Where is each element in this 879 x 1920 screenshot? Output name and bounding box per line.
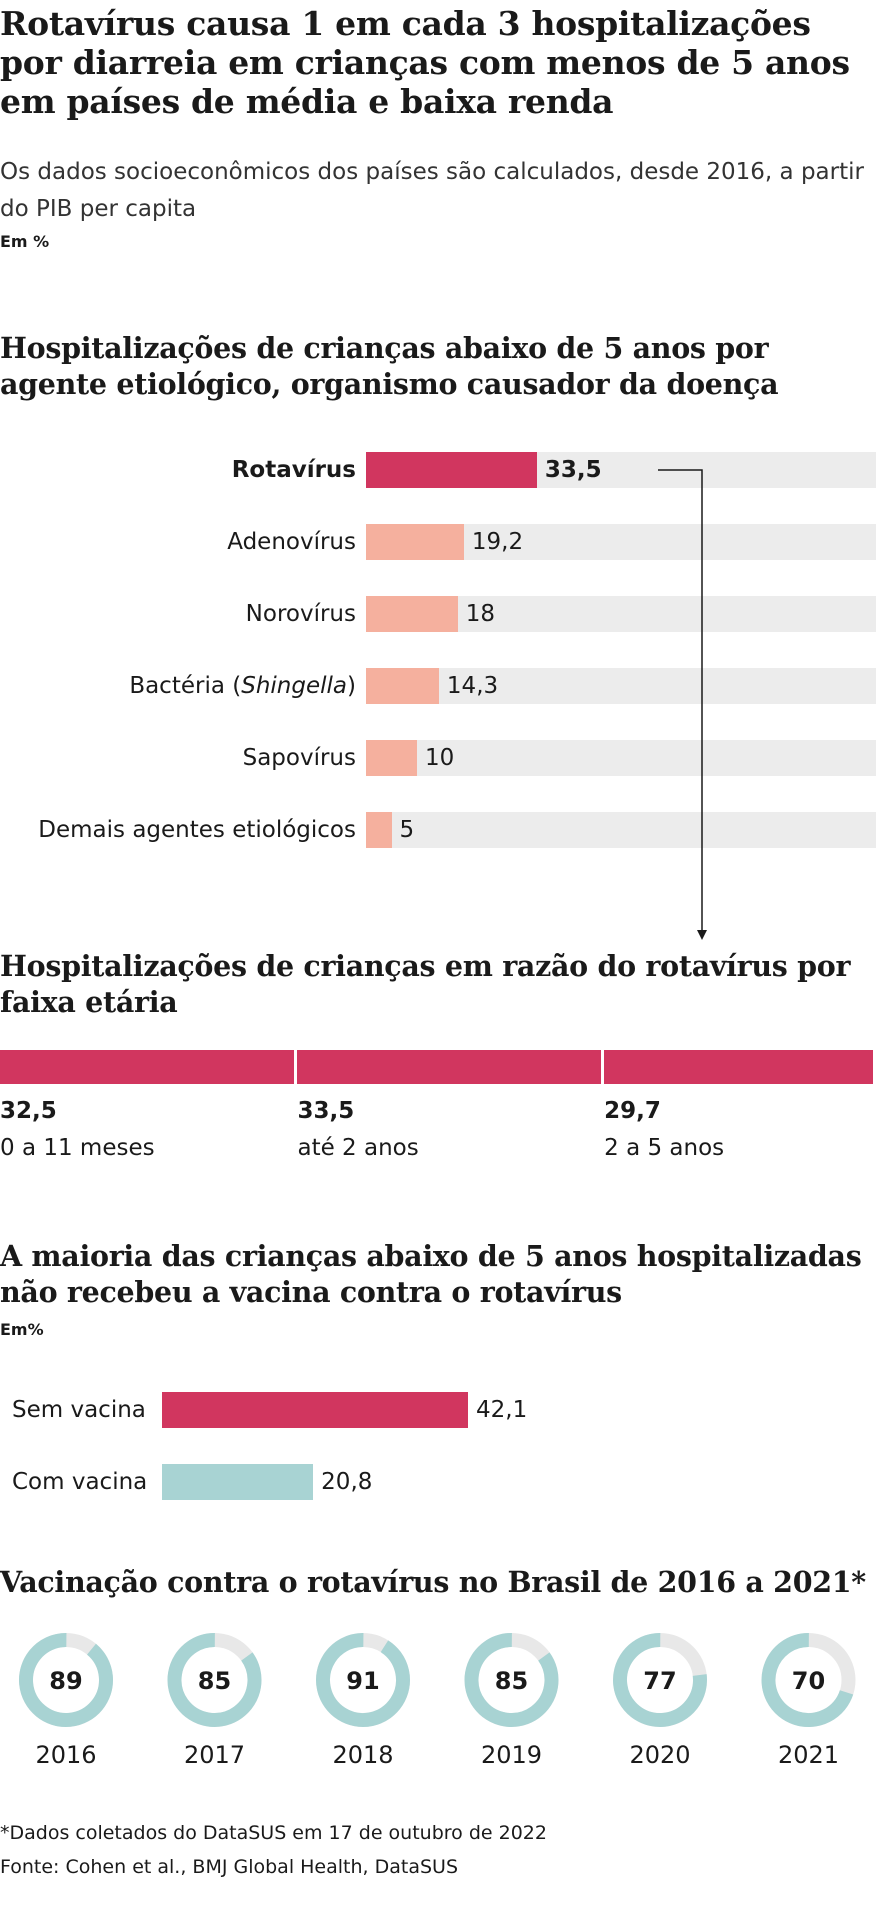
bar-label-text: Norovírus: [245, 601, 356, 627]
bar: [366, 740, 417, 776]
age-bar-segment: [604, 1050, 873, 1084]
bar-label: Demais agentes etiológicos: [38, 812, 356, 848]
vaccine-label: Sem vacina: [12, 1397, 146, 1423]
bar: [366, 452, 537, 488]
bar-track: [366, 740, 876, 776]
bar-label: Adenovírus: [227, 524, 356, 560]
donut-arc: [761, 1633, 856, 1727]
donut-year: 2016: [35, 1741, 96, 1769]
vaccine-chart-title: A maioria das crianças abaixo de 5 anos …: [0, 1239, 862, 1309]
agents-chart-title: Hospitalizações de crianças abaixo de 5 …: [0, 331, 779, 401]
donut-year: 2018: [332, 1741, 393, 1769]
vaccine-unit-label: Em%: [0, 1320, 44, 1339]
donut-year: 2019: [481, 1741, 542, 1769]
bar-label-tail: ): [347, 673, 356, 699]
bar-label: Norovírus: [246, 596, 356, 632]
bar-label-text: Sapovírus: [242, 745, 356, 771]
bar: [366, 596, 458, 632]
vaccine-value: 20,8: [321, 1469, 373, 1495]
bar-value: 14,3: [446, 673, 499, 699]
donut-arc: [167, 1633, 262, 1727]
age-label: até 2 anos: [297, 1135, 419, 1161]
donut-arc: [316, 1633, 410, 1727]
age-chart-title: Hospitalizações de crianças em razão do …: [0, 949, 851, 1019]
unit-label: Em %: [0, 232, 50, 251]
vaccine-bar: [162, 1464, 314, 1500]
age-label: 0 a 11 meses: [0, 1135, 155, 1161]
bar-track: [366, 812, 876, 848]
main-title: Rotavírus causa 1 em cada 3 hospitalizaç…: [0, 4, 850, 121]
donut-value: 70: [792, 1667, 825, 1695]
subtitle: Os dados socioeconômicos dos países são …: [0, 159, 864, 222]
bar-track: [366, 668, 876, 704]
age-value: 33,5: [297, 1098, 355, 1124]
donut-year: 2020: [629, 1741, 690, 1769]
bar: [366, 668, 439, 704]
age-label: 2 a 5 anos: [604, 1135, 725, 1161]
bar-label: Rotavírus: [232, 452, 356, 488]
donut-arc: [464, 1633, 559, 1727]
vaccine-value: 42,1: [476, 1397, 528, 1423]
bar-label-italic: Shingella: [241, 673, 348, 699]
age-bar-segment: [297, 1050, 602, 1084]
bar-label: Sapovírus: [243, 740, 356, 776]
bar-label-text: Adenovírus: [227, 529, 356, 555]
donut-value: 85: [495, 1667, 528, 1695]
donut-value: 89: [49, 1667, 82, 1695]
donut-value: 77: [643, 1667, 676, 1695]
donut-value: 85: [198, 1667, 231, 1695]
vaccination-donuts: 89 2016 85 2017 91 2018 85 2019 77 2020 70 2021: [19, 1633, 856, 1769]
age-value: 29,7: [604, 1098, 661, 1124]
bar-value: 10: [425, 745, 455, 771]
bar-label: Bactéria (Shingella): [129, 668, 356, 704]
bar-value: 5: [399, 817, 415, 843]
age-value: 32,5: [0, 1098, 57, 1124]
age-bar-segment: [0, 1050, 295, 1084]
bar-label-text: Bactéria (: [129, 673, 242, 699]
bar-label-text: Demais agentes etiológicos: [38, 817, 356, 843]
brazil-vaccination-title: Vacinação contra o rotavírus no Brasil d…: [0, 1565, 866, 1599]
donut-value: 91: [346, 1667, 379, 1695]
bar-value: 33,5: [544, 457, 602, 483]
donut-year: 2021: [778, 1741, 839, 1769]
bar-value: 19,2: [471, 529, 524, 555]
vaccine-label: Com vacina: [12, 1469, 148, 1495]
bar: [366, 524, 464, 560]
donut-arc: [613, 1633, 707, 1727]
bar: [366, 812, 392, 848]
footnote: *Dados coletados do DataSUS em 17 de out…: [0, 1822, 547, 1844]
donut-year: 2017: [184, 1741, 245, 1769]
connector-arrow: [658, 469, 707, 940]
vaccine-bar: [162, 1392, 468, 1428]
bar-label-text: Rotavírus: [231, 457, 356, 483]
bar-value: 18: [465, 601, 496, 627]
source: Fonte: Cohen et al., BMJ Global Health, …: [0, 1856, 459, 1878]
